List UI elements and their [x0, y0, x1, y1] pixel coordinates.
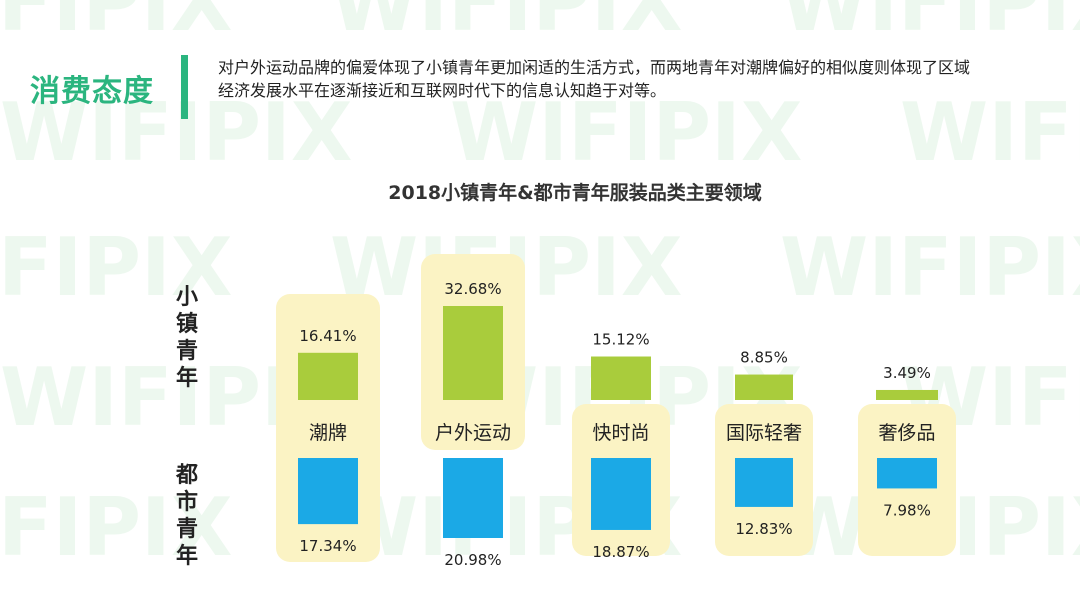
small-town-youth-label: 小镇青年 [175, 285, 198, 391]
small-town-bar-3 [735, 374, 793, 400]
urban-youth-label: 都市青年 [175, 463, 198, 569]
urban-value-label-0: 17.34% [299, 537, 356, 555]
category-label-0: 潮牌 [309, 422, 347, 444]
intro-text: 对户外运动品牌的偏爱体现了小镇青年更加闲适的生活方式，而两地青年对潮牌偏好的相似… [218, 58, 971, 100]
category-label-1: 户外运动 [435, 422, 511, 444]
category-label-3: 国际轻奢 [726, 422, 802, 444]
small-town-value-label-1: 32.68% [444, 280, 501, 298]
urban-bar-1 [443, 458, 503, 538]
urban-bar-2 [591, 458, 651, 530]
urban-value-label-1: 20.98% [444, 551, 501, 569]
small-town-bar-2 [591, 356, 651, 400]
urban-value-label-3: 12.83% [735, 520, 792, 538]
section-title: 消费态度 [30, 74, 154, 109]
category-label-4: 奢侈品 [878, 422, 935, 444]
urban-value-label-2: 18.87% [592, 543, 649, 561]
small-town-bar-1 [443, 306, 503, 400]
small-town-value-label-2: 15.12% [592, 331, 649, 349]
small-town-bar-0 [298, 352, 358, 400]
title-accent-bar [181, 55, 188, 119]
chart-title: 2018小镇青年&都市青年服装品类主要领域 [388, 182, 762, 204]
urban-bar-0 [298, 458, 358, 525]
small-town-value-label-4: 3.49% [883, 364, 931, 382]
small-town-bar-4 [876, 389, 938, 400]
urban-value-label-4: 7.98% [883, 501, 931, 519]
urban-bar-3 [735, 458, 793, 507]
urban-bar-4 [877, 458, 937, 489]
small-town-value-label-0: 16.41% [299, 327, 356, 345]
category-label-2: 快时尚 [592, 422, 649, 444]
small-town-value-label-3: 8.85% [740, 349, 788, 367]
